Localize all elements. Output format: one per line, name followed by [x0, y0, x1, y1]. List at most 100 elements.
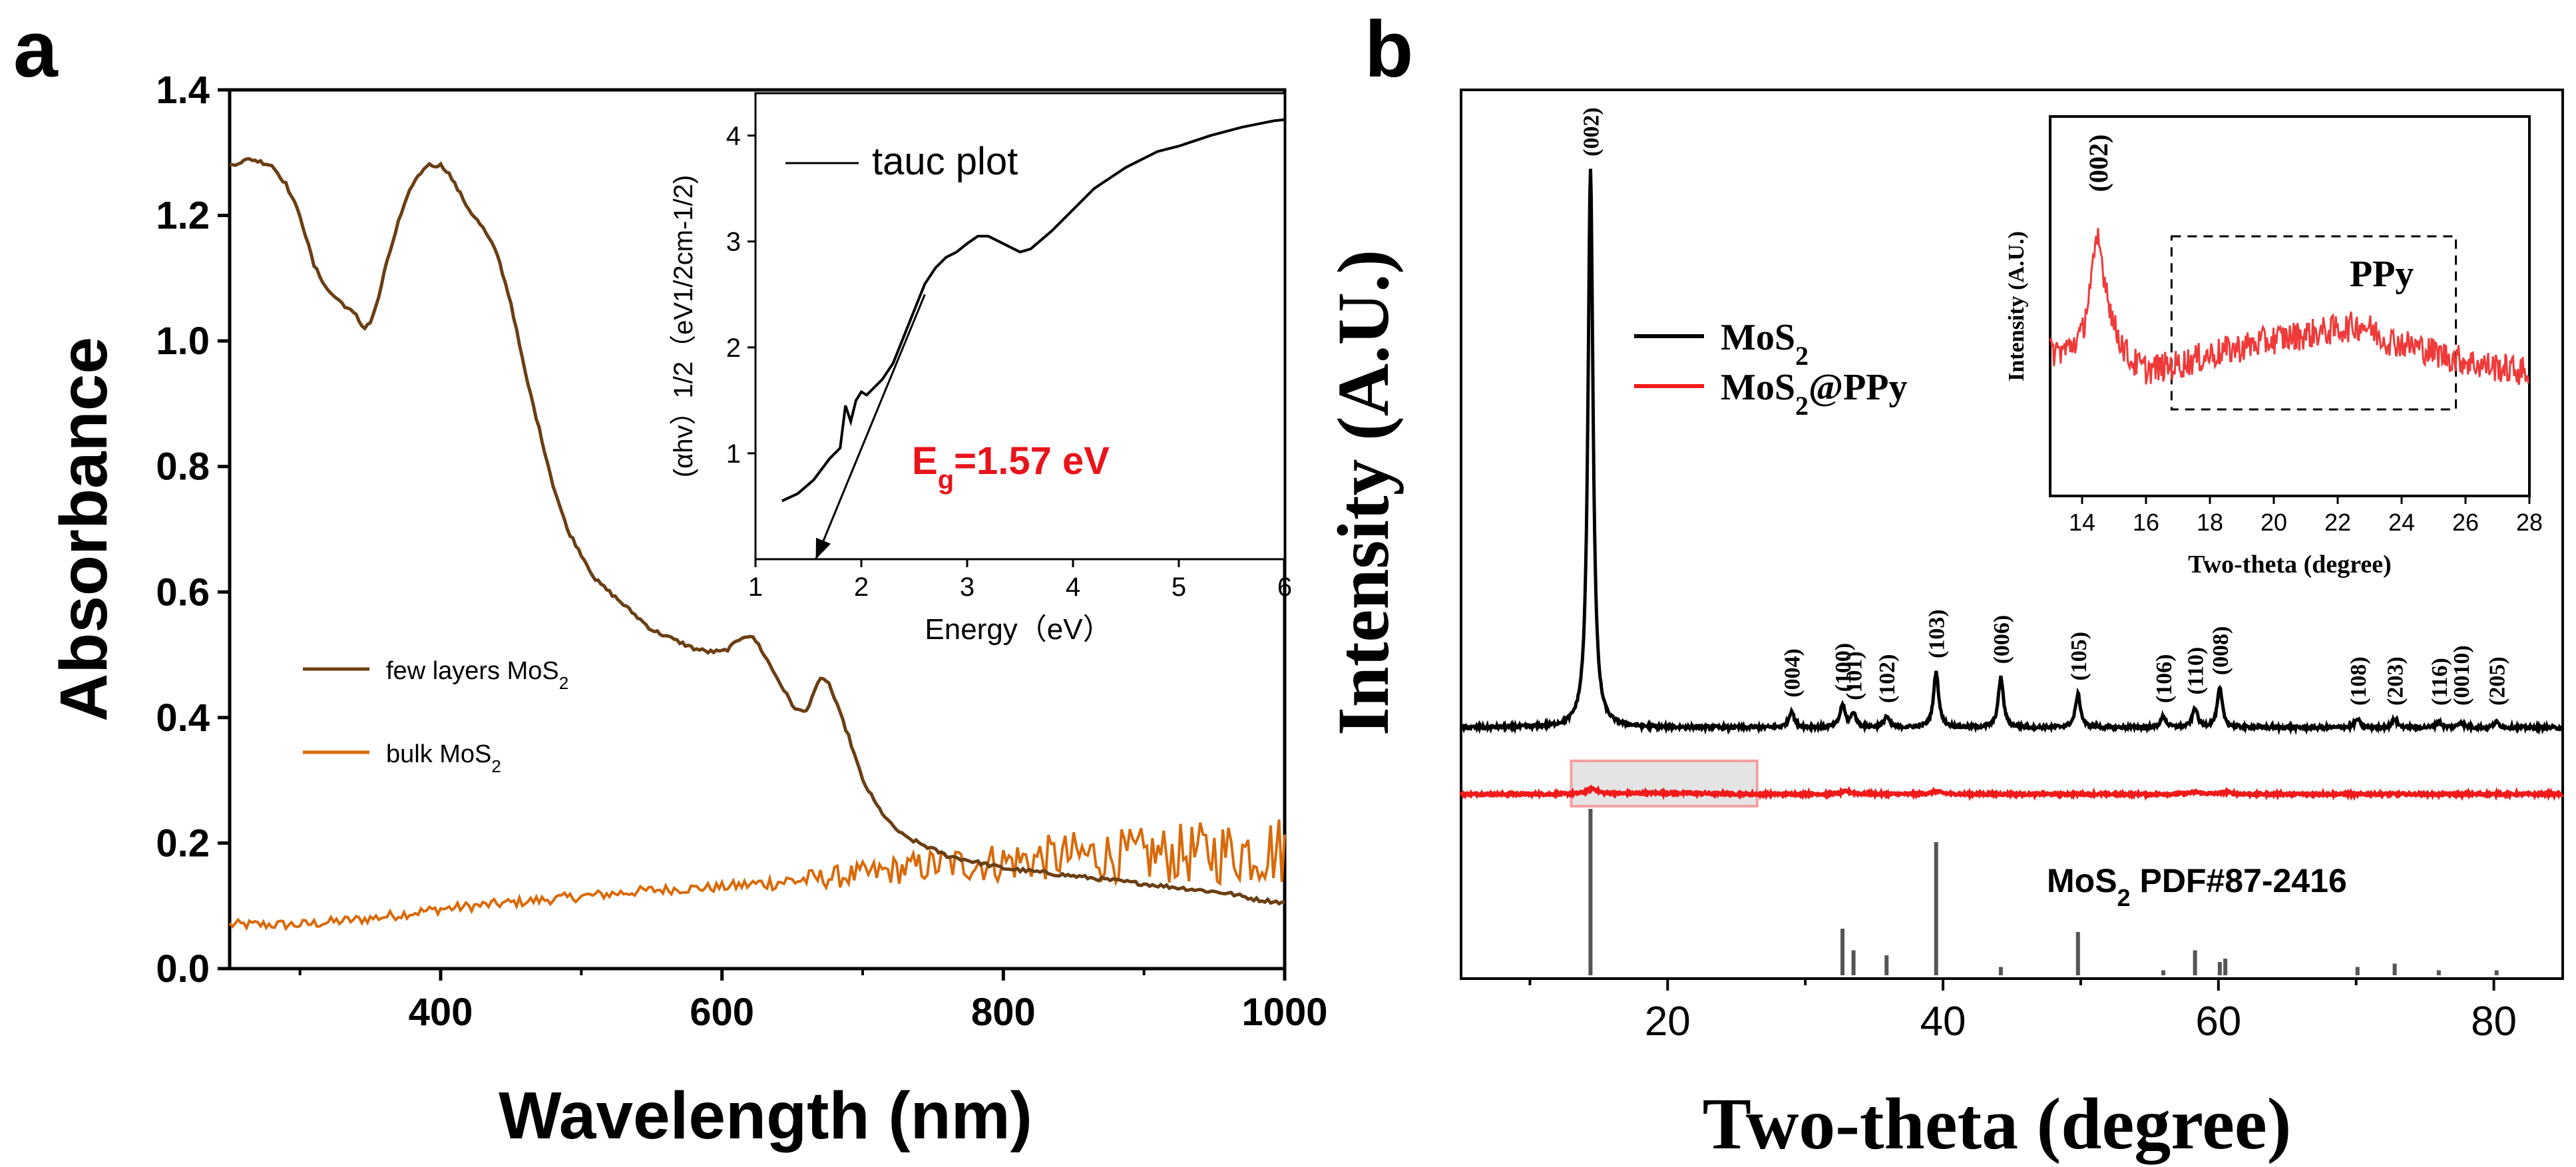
- peak-label: (100): [1831, 643, 1856, 692]
- panel-b-inset: 14 16 18 20 22 24 26 28 PPy (002) Two-theta (de…: [2004, 115, 2543, 579]
- peak-label: (205): [2485, 656, 2510, 706]
- panel-b-inset-x-ticks: 14 16 18 20 22 24 26 28: [2069, 496, 2543, 536]
- panel-b-x-ticks: 20 40 60 80: [1528, 979, 2517, 1045]
- peak-label: (110): [2184, 647, 2209, 695]
- x-tick-label: 800: [971, 991, 1036, 1034]
- panel-b-x-axis-label: Two-theta (degree): [1703, 1083, 2292, 1164]
- peak-label: (108): [2346, 656, 2371, 706]
- legend-label-bulk: bulk MoS2: [386, 740, 501, 776]
- peak-label: (105): [2067, 632, 2091, 681]
- panel-a-y-ticks: 0.0 0.2 0.4 0.6 0.8 1.0 1.2 1.4: [156, 69, 230, 991]
- panel-a-chart: 0.0 0.2 0.4 0.6 0.8 1.0 1.2 1.4 400 600 800 1000 W…: [47, 69, 1328, 1153]
- inset-legend-label: tauc plot: [872, 140, 1018, 183]
- x-tick-label: 600: [690, 991, 754, 1034]
- panel-b-series: [1459, 168, 2565, 802]
- legend-label-few-layers: few layers MoS2: [386, 657, 568, 693]
- peak-label: (203): [2384, 656, 2408, 706]
- peak-label: (006): [1990, 615, 2014, 664]
- inset-x-tick-label: 20: [2260, 509, 2287, 536]
- inset-x-tick-label: 4: [1066, 573, 1080, 602]
- series-few-layers-mos2-line: [229, 156, 1285, 906]
- inset-peak-label: (002): [2083, 134, 2113, 192]
- panel-b-legend: MoS2 MoS2@PPy: [1634, 317, 1908, 421]
- peak-label: (103): [1925, 609, 1950, 658]
- inset-x-tick-label: 1: [748, 573, 763, 602]
- y-tick-label: 0.2: [156, 821, 210, 865]
- panel-b-reference-sticks: [1588, 809, 2499, 975]
- panel-a-x-axis-label: Wavelength (nm): [499, 1078, 1032, 1153]
- y-tick-label: 1.0: [156, 320, 210, 363]
- panel-a-inset-series: [781, 118, 1285, 560]
- y-tick-label: 1.2: [156, 194, 210, 238]
- peak-label: (101): [1842, 651, 1867, 700]
- legend-label-mos2-ppy: MoS2@PPy: [1721, 367, 1908, 421]
- inset-x-tick-label: 28: [2516, 509, 2543, 536]
- peak-label: (116): [2428, 658, 2452, 706]
- y-tick-label: 0.0: [156, 947, 210, 991]
- panel-label-a: a: [13, 5, 59, 94]
- panel-a-inset-frame: [754, 92, 1286, 561]
- inset-x-tick-label: 5: [1172, 573, 1186, 602]
- inset-x-axis-label: Energy（eV）: [925, 613, 1112, 646]
- inset-x-tick-label: 22: [2324, 509, 2351, 536]
- peak-label: (008): [2209, 626, 2233, 676]
- y-tick-label: 0.4: [156, 696, 210, 740]
- x-tick-label: 1000: [1241, 991, 1327, 1034]
- legend-label-mos2: MoS2: [1721, 317, 1809, 371]
- inset-tauc-line: [781, 118, 1285, 503]
- panel-b-inset-x-axis-label: Two-theta (degree): [2188, 551, 2392, 579]
- panel-b-inset-y-axis-label: Intensity (A.U.): [2004, 231, 2029, 381]
- panel-label-b: b: [1365, 5, 1413, 94]
- series-mos2-ppy-line: [1459, 784, 2565, 802]
- panel-a-inset: 1 2 3 4 1 2 3 4 5 6 tauc plot Eg=1.57 eV Energy（…: [669, 92, 1292, 646]
- inset-y-tick-label: 3: [726, 228, 741, 257]
- panel-a-legend: few layers MoS2 bulk MoS2: [303, 657, 568, 776]
- y-tick-label: 1.4: [156, 69, 210, 112]
- inset-x-tick-label: 26: [2452, 509, 2479, 536]
- series-bulk-mos2-line: [228, 819, 1286, 931]
- y-tick-label: 0.6: [156, 571, 210, 614]
- inset-xrd-line: [2049, 228, 2530, 385]
- inset-x-tick-label: 16: [2133, 509, 2159, 536]
- x-tick-label: 400: [409, 991, 473, 1034]
- tauc-fit-line: [815, 294, 926, 560]
- panel-a-x-ticks: 400 600 800 1000: [298, 969, 1328, 1034]
- inset-y-axis-label: (αhv）1/2（eV1/2cm-1/2): [669, 175, 698, 477]
- panel-b-plot-frame: [1460, 89, 2564, 980]
- inset-y-tick-label: 2: [726, 334, 741, 363]
- tauc-arrow-head: [815, 537, 831, 559]
- peak-label: (002): [1579, 107, 1604, 156]
- inset-y-tick-label: 1: [726, 439, 741, 469]
- x-tick-label: 80: [2471, 999, 2517, 1045]
- ppy-dashed-box: [2170, 235, 2458, 411]
- inset-x-tick-label: 2: [854, 573, 869, 602]
- panel-b-inset-series: [2049, 228, 2530, 385]
- panel-a-inset-x-ticks: 1 2 3 4 5 6: [748, 559, 1292, 602]
- x-tick-label: 20: [1645, 999, 1691, 1045]
- panel-b-inset-frame: [2049, 115, 2531, 497]
- panel-a-series: [228, 156, 1286, 931]
- reference-label: MoS2 PDF#87-2416: [2047, 862, 2347, 911]
- highlight-box: [1570, 760, 1759, 808]
- panel-a-inset-y-ticks: 1 2 3 4: [726, 122, 755, 469]
- series-mos2-line: [1460, 168, 2564, 736]
- peak-label: (004): [1781, 648, 1805, 698]
- inset-y-tick-label: 4: [726, 122, 741, 151]
- ppy-box-label: PPy: [2350, 254, 2414, 295]
- inset-x-tick-label: 3: [960, 573, 974, 602]
- x-tick-label: 60: [2195, 999, 2241, 1045]
- peak-label: (102): [1875, 654, 1900, 704]
- band-gap-annotation: Eg=1.57 eV: [912, 439, 1110, 495]
- panel-a-y-axis-label: Absorbance: [47, 337, 121, 722]
- inset-x-tick-label: 14: [2069, 509, 2095, 536]
- panel-a-inset-bg: [755, 93, 1285, 559]
- peak-label: (0010): [2450, 645, 2474, 706]
- y-tick-label: 0.8: [156, 445, 210, 489]
- x-tick-label: 40: [1920, 999, 1966, 1045]
- inset-x-tick-label: 24: [2388, 509, 2415, 536]
- panel-b-peak-labels: (002) (004) (100)(101) (102) (103) (006) (105)…: [1579, 107, 2509, 706]
- inset-x-tick-label: 18: [2197, 509, 2223, 536]
- panel-b-y-axis-label: Intensity (A.U.): [1323, 250, 1404, 736]
- panel-b-chart: 20 40 60 80 (002)(004) (100)(101) (102)(103)(…: [1323, 89, 2565, 1164]
